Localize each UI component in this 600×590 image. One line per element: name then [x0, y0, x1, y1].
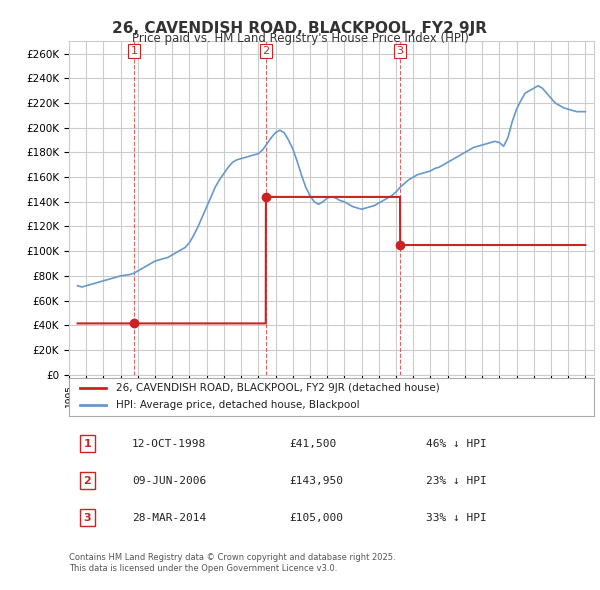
Text: Contains HM Land Registry data © Crown copyright and database right 2025.
This d: Contains HM Land Registry data © Crown c…	[69, 553, 395, 573]
Text: 28-MAR-2014: 28-MAR-2014	[132, 513, 206, 523]
Text: 09-JUN-2006: 09-JUN-2006	[132, 476, 206, 486]
Text: 3: 3	[397, 46, 404, 56]
Text: 23% ↓ HPI: 23% ↓ HPI	[426, 476, 487, 486]
Text: 33% ↓ HPI: 33% ↓ HPI	[426, 513, 487, 523]
Text: 26, CAVENDISH ROAD, BLACKPOOL, FY2 9JR (detached house): 26, CAVENDISH ROAD, BLACKPOOL, FY2 9JR (…	[116, 384, 440, 394]
Text: 2: 2	[262, 46, 269, 56]
Text: 1: 1	[83, 438, 91, 448]
Text: £41,500: £41,500	[290, 438, 337, 448]
Text: 46% ↓ HPI: 46% ↓ HPI	[426, 438, 487, 448]
Text: 26, CAVENDISH ROAD, BLACKPOOL, FY2 9JR: 26, CAVENDISH ROAD, BLACKPOOL, FY2 9JR	[113, 21, 487, 35]
Text: 12-OCT-1998: 12-OCT-1998	[132, 438, 206, 448]
Text: £143,950: £143,950	[290, 476, 343, 486]
Text: 1: 1	[131, 46, 137, 56]
Text: 3: 3	[83, 513, 91, 523]
Text: Price paid vs. HM Land Registry's House Price Index (HPI): Price paid vs. HM Land Registry's House …	[131, 32, 469, 45]
Text: 2: 2	[83, 476, 91, 486]
Text: HPI: Average price, detached house, Blackpool: HPI: Average price, detached house, Blac…	[116, 400, 360, 410]
Text: £105,000: £105,000	[290, 513, 343, 523]
